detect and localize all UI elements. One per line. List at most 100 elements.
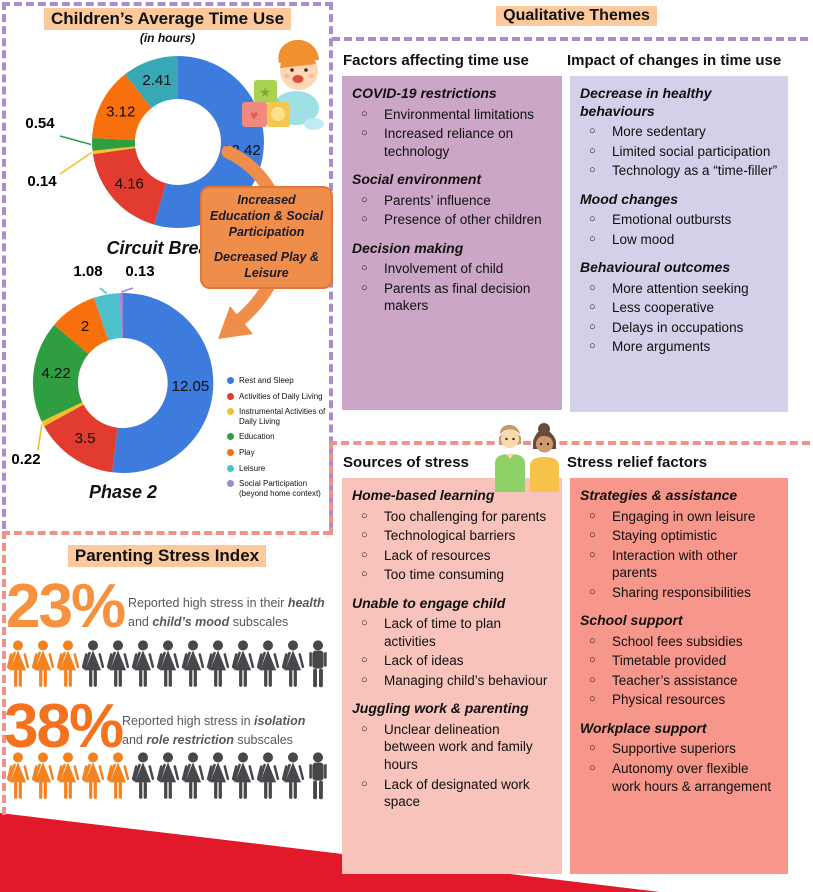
legend-item: Activities of Daily Living xyxy=(227,392,335,402)
theme-group: Decision making Involvement of child Paren… xyxy=(352,240,552,315)
theme-item: More arguments xyxy=(580,338,778,356)
callout-box: Increased Education & Social Participati… xyxy=(200,186,333,289)
theme-group: Juggling work & parenting Unclear delinea… xyxy=(352,700,552,810)
theme-item: Less cooperative xyxy=(580,299,778,317)
stat-percent-23: 23% xyxy=(6,572,126,641)
theme-item: Too challenging for parents xyxy=(352,508,552,526)
sources-box: Home-based learning Too challenging for p… xyxy=(342,478,562,874)
donut-chart-circuit-breaker: 12.42 4.16 0.14 0.54 3.12 2.41 xyxy=(4,46,338,248)
theme-item: Low mood xyxy=(580,231,778,249)
theme-group: COVID-19 restrictions Environmental limit… xyxy=(352,85,552,160)
label-leader-line xyxy=(59,135,92,146)
theme-group-title: Mood changes xyxy=(580,190,679,207)
time-use-title-wrap: Children’s Average Time Use xyxy=(2,8,333,30)
theme-item: Timetable provided xyxy=(580,652,778,670)
label-leader-line xyxy=(37,424,43,451)
stat-line: and role restriction subscales xyxy=(122,733,293,748)
person-icon xyxy=(231,640,255,690)
legend-item: Play xyxy=(227,448,335,458)
legend-label: Education xyxy=(239,432,275,442)
factors-header: Factors affecting time use xyxy=(343,52,529,69)
donut-slice xyxy=(92,148,166,225)
time-use-title: Children’s Average Time Use xyxy=(43,8,292,30)
theme-item: Lack of ideas xyxy=(352,652,552,670)
theme-group: Unable to engage child Lack of time to pl… xyxy=(352,595,552,690)
impact-box: Decrease in healthy behaviours More seden… xyxy=(570,76,788,412)
theme-group: Strategies & assistance Engaging in own l… xyxy=(580,487,778,601)
theme-item: Increased reliance on technology xyxy=(352,125,552,160)
slice-value-label: 0.54 xyxy=(25,115,55,132)
theme-group: Workplace support Supportive superiors Aut… xyxy=(580,720,778,795)
theme-item: Lack of time to plan activities xyxy=(352,615,552,650)
stat-percent-38: 38% xyxy=(4,692,124,761)
legend-dot xyxy=(227,392,234,400)
stat-line: Reported high stress in isolation xyxy=(122,714,306,728)
parents-couple-icon xyxy=(495,423,559,492)
person-icon-highlight xyxy=(56,640,80,690)
theme-group-title: Home-based learning xyxy=(352,487,495,503)
donut-slice xyxy=(125,56,178,109)
person-icon-highlight xyxy=(31,752,55,802)
person-icon-highlight xyxy=(31,640,55,690)
theme-item: Technology as a “time-filler” xyxy=(580,162,778,180)
stress-index-panel-border xyxy=(2,531,331,815)
theme-item: Staying optimistic xyxy=(580,527,778,545)
legend-label: Instrumental Activities of Daily Living xyxy=(239,407,326,426)
person-icon xyxy=(131,640,155,690)
theme-group-title: Decrease in healthy behaviours xyxy=(580,85,712,119)
people-row-38 xyxy=(6,752,330,802)
theme-item: Limited social participation xyxy=(580,143,778,161)
person-icon xyxy=(256,640,280,690)
slice-value-label: 2.41 xyxy=(142,72,171,89)
donut-slice xyxy=(92,74,152,140)
stat-line: Reported high stress in their health xyxy=(128,596,325,610)
slice-value-label: 12.05 xyxy=(172,378,210,395)
donut-slice xyxy=(41,402,84,427)
legend-label: Leisure xyxy=(239,463,266,473)
legend-dot xyxy=(227,464,234,472)
theme-group-title: COVID-19 restrictions xyxy=(352,85,497,101)
slice-value-label: 2 xyxy=(81,318,89,335)
theme-group-title: Behavioural outcomes xyxy=(580,259,731,276)
theme-group: School support School fees subsidiesTimet… xyxy=(580,612,778,709)
qualitative-title-wrap: Qualitative Themes xyxy=(345,6,808,26)
donut-slice xyxy=(44,404,118,473)
theme-group: Social environment Parents’ influencePres… xyxy=(352,171,552,229)
donut-slice xyxy=(92,146,136,155)
factors-box: COVID-19 restrictions Environmental limit… xyxy=(342,76,562,410)
stress-divider-connector xyxy=(329,441,333,535)
legend-item: Social Participation (beyond home contex… xyxy=(227,479,335,498)
person-icon xyxy=(181,640,205,690)
qualitative-divider-line xyxy=(332,37,808,41)
theme-item: Managing child’s behaviour xyxy=(352,672,552,690)
theme-item: Presence of other children xyxy=(352,211,552,229)
person-icon xyxy=(281,640,305,690)
legend-label: Rest and Sleep xyxy=(239,376,294,385)
theme-group: Mood changes Emotional outbursts Low mood xyxy=(580,191,778,249)
theme-item: Environmental limitations xyxy=(352,106,552,124)
slice-value-label: 4.16 xyxy=(115,175,144,192)
person-icon xyxy=(156,640,180,690)
theme-item: Parents’ influence xyxy=(352,192,552,210)
person-icon xyxy=(156,752,180,802)
theme-group: Home-based learning Too challenging for p… xyxy=(352,487,552,584)
legend-item: Rest and Sleep xyxy=(227,376,335,386)
slice-value-label: 4.22 xyxy=(41,365,70,382)
theme-item: Involvement of child xyxy=(352,260,552,278)
theme-item: Teacher’s assistance xyxy=(580,672,778,690)
theme-item: Autonomy over flexible work hours & arra… xyxy=(580,760,778,795)
chart-title-phase-2: Phase 2 xyxy=(88,482,158,502)
slice-value-label: 3.12 xyxy=(106,103,135,120)
stat-text-23: Reported high stress in their health and … xyxy=(128,594,338,633)
donut-slice xyxy=(154,56,264,228)
theme-group-title: Decision making xyxy=(352,239,464,256)
person-icon xyxy=(206,752,230,802)
stat-text-38: Reported high stress in isolation and rol… xyxy=(122,712,337,751)
donut-slice xyxy=(92,138,136,151)
legend-item: Instrumental Activities of Daily Living xyxy=(227,407,335,426)
theme-item: Sharing responsibilities xyxy=(580,584,778,602)
qualitative-title: Qualitative Themes xyxy=(496,6,657,26)
person-icon xyxy=(281,752,305,802)
person-icon xyxy=(106,640,130,690)
